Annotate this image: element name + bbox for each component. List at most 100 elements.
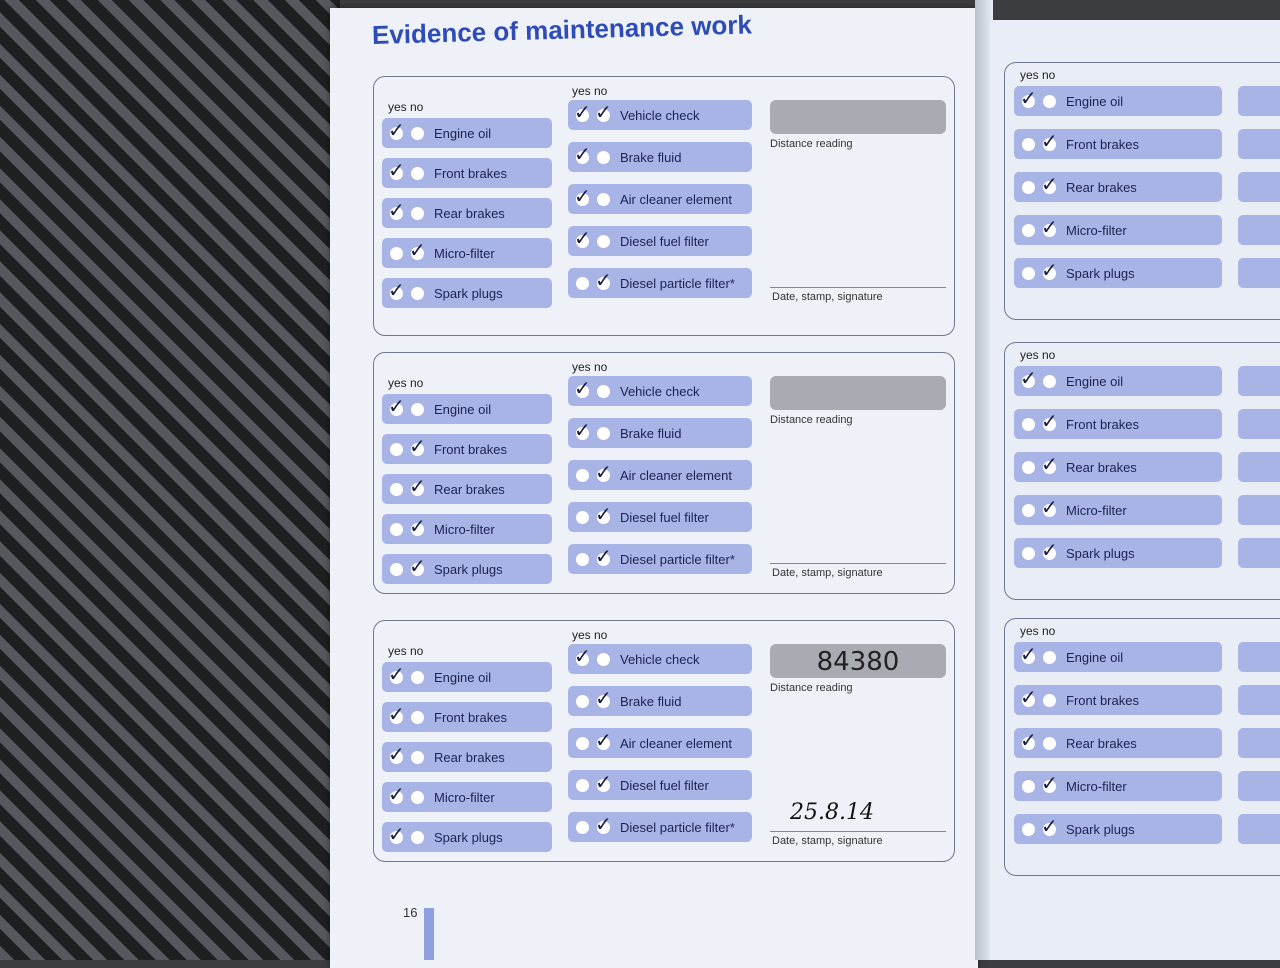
checkbox-no[interactable]: ✓: [1041, 497, 1058, 519]
checkbox-yes[interactable]: [576, 510, 589, 524]
checkbox-yes[interactable]: ✓: [1020, 644, 1037, 666]
checkbox-no[interactable]: [411, 710, 424, 724]
checklist-item-cropped: [1238, 409, 1280, 439]
checkbox-yes[interactable]: [1022, 503, 1035, 517]
checkbox-no[interactable]: ✓: [1041, 540, 1058, 562]
checkbox-yes[interactable]: ✓: [574, 378, 591, 400]
checkbox-no[interactable]: ✓: [1041, 174, 1058, 196]
checkbox-yes[interactable]: ✓: [388, 704, 405, 726]
checkbox-no[interactable]: [1043, 736, 1056, 750]
checkbox-yes[interactable]: [576, 468, 589, 482]
checkbox-no[interactable]: [411, 206, 424, 220]
checkbox-yes[interactable]: [576, 276, 589, 290]
checkbox-yes[interactable]: ✓: [1020, 730, 1037, 752]
distance-reading-field[interactable]: [770, 376, 946, 410]
checkbox-no[interactable]: ✓: [1041, 411, 1058, 433]
checkbox-yes[interactable]: [1022, 417, 1035, 431]
checkbox-yes[interactable]: [576, 820, 589, 834]
checkbox-yes[interactable]: ✓: [574, 102, 591, 124]
checkbox-no[interactable]: ✓: [1041, 131, 1058, 153]
checkbox-no[interactable]: [411, 126, 424, 140]
checkbox-yes[interactable]: ✓: [574, 186, 591, 208]
checkbox-yes[interactable]: ✓: [388, 200, 405, 222]
checkbox-yes[interactable]: [390, 442, 403, 456]
checkbox-no[interactable]: ✓: [409, 436, 426, 458]
checkbox-yes[interactable]: [1022, 546, 1035, 560]
checkmark-icon: ✓: [574, 185, 591, 208]
checkbox-yes[interactable]: ✓: [1020, 88, 1037, 110]
checkbox-yes[interactable]: [390, 562, 403, 576]
checkbox-no[interactable]: ✓: [595, 546, 612, 568]
checkbox-no[interactable]: ✓: [595, 772, 612, 794]
checkbox-no[interactable]: ✓: [1041, 454, 1058, 476]
distance-reading-field[interactable]: 84380: [770, 644, 946, 678]
checkbox-no[interactable]: [597, 150, 610, 164]
checkbox-no[interactable]: ✓: [409, 476, 426, 498]
checkbox-yes[interactable]: ✓: [574, 144, 591, 166]
checkbox-yes[interactable]: [576, 552, 589, 566]
checkbox-yes[interactable]: [1022, 266, 1035, 280]
checkbox-no[interactable]: ✓: [595, 102, 612, 124]
checkbox-yes[interactable]: [390, 522, 403, 536]
checkbox-no[interactable]: [597, 652, 610, 666]
checkbox-no[interactable]: [597, 426, 610, 440]
checkbox-no[interactable]: ✓: [595, 462, 612, 484]
checkbox-yes[interactable]: [1022, 137, 1035, 151]
checkbox-no[interactable]: [597, 384, 610, 398]
checkbox-no[interactable]: ✓: [595, 814, 612, 836]
checkbox-yes[interactable]: ✓: [388, 824, 405, 846]
checkbox-no[interactable]: [597, 234, 610, 248]
checkbox-no[interactable]: [411, 166, 424, 180]
checkbox-no[interactable]: [411, 286, 424, 300]
checkbox-yes[interactable]: ✓: [574, 228, 591, 250]
checkbox-yes[interactable]: [390, 246, 403, 260]
checkbox-yes[interactable]: [576, 736, 589, 750]
checklist-item: ✓ Vehicle check: [568, 644, 752, 674]
checkbox-yes[interactable]: ✓: [574, 646, 591, 668]
checkbox-yes[interactable]: ✓: [388, 120, 405, 142]
checklist-item: ✓ Spark plugs: [1014, 258, 1222, 288]
checkbox-no[interactable]: [1043, 693, 1056, 707]
checkbox-yes[interactable]: ✓: [388, 744, 405, 766]
checklist-item: ✓ Air cleaner element: [568, 184, 752, 214]
checkbox-no[interactable]: [411, 790, 424, 804]
checkbox-no[interactable]: [1043, 374, 1056, 388]
checkbox-yes[interactable]: [1022, 223, 1035, 237]
checkbox-no[interactable]: [411, 670, 424, 684]
checkbox-yes[interactable]: ✓: [574, 420, 591, 442]
checkbox-yes[interactable]: [1022, 180, 1035, 194]
checkbox-no[interactable]: [1043, 650, 1056, 664]
checkbox-no[interactable]: ✓: [409, 516, 426, 538]
checkbox-no[interactable]: [411, 750, 424, 764]
distance-reading-field[interactable]: [770, 100, 946, 134]
checkbox-yes[interactable]: ✓: [388, 396, 405, 418]
checkbox-no[interactable]: [1043, 94, 1056, 108]
checkbox-no[interactable]: ✓: [595, 688, 612, 710]
checkbox-yes[interactable]: ✓: [388, 664, 405, 686]
checkbox-yes[interactable]: [1022, 822, 1035, 836]
checkbox-yes[interactable]: ✓: [388, 160, 405, 182]
checkbox-yes[interactable]: ✓: [388, 280, 405, 302]
checkbox-yes[interactable]: ✓: [1020, 687, 1037, 709]
checkbox-no[interactable]: ✓: [409, 556, 426, 578]
checkbox-yes[interactable]: [1022, 460, 1035, 474]
checkbox-yes[interactable]: [390, 482, 403, 496]
checkbox-no[interactable]: ✓: [595, 504, 612, 526]
checkbox-no[interactable]: ✓: [1041, 816, 1058, 838]
checkbox-yes[interactable]: [576, 778, 589, 792]
checkbox-no[interactable]: ✓: [409, 240, 426, 262]
checkbox-no[interactable]: [597, 192, 610, 206]
checkbox-yes[interactable]: [576, 694, 589, 708]
checkmark-icon: ✓: [388, 395, 405, 418]
checkbox-yes[interactable]: [1022, 779, 1035, 793]
checkbox-no[interactable]: ✓: [1041, 260, 1058, 282]
checkbox-no[interactable]: [411, 402, 424, 416]
checkmark-icon: ✓: [1041, 453, 1058, 476]
checkbox-no[interactable]: [411, 830, 424, 844]
checkbox-no[interactable]: ✓: [595, 730, 612, 752]
checkbox-no[interactable]: ✓: [1041, 773, 1058, 795]
checkbox-no[interactable]: ✓: [1041, 217, 1058, 239]
checkbox-yes[interactable]: ✓: [1020, 368, 1037, 390]
checkbox-no[interactable]: ✓: [595, 270, 612, 292]
checkbox-yes[interactable]: ✓: [388, 784, 405, 806]
